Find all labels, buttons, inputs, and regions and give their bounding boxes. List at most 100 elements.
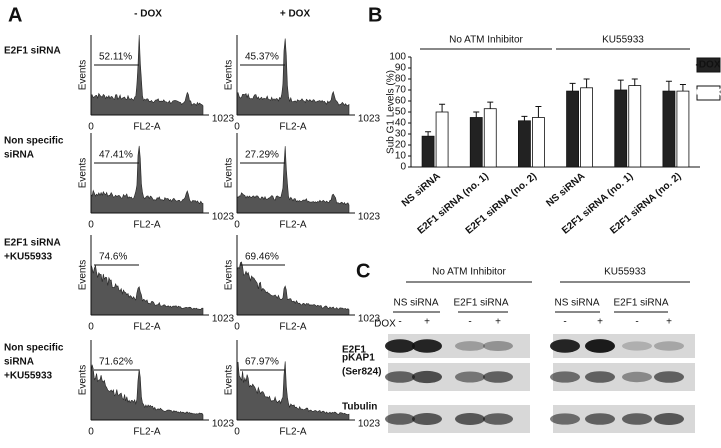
band [385, 413, 415, 425]
gate-percent: 69.46% [245, 252, 279, 263]
bar [628, 85, 642, 168]
bar [580, 87, 593, 168]
error-bar [439, 103, 446, 112]
band [385, 371, 415, 383]
gate-percent: 27.29% [245, 150, 279, 161]
y-tick-label: 20 [395, 140, 407, 151]
lane-label: NS siRNA [393, 298, 438, 309]
y-tick-label: 40 [395, 118, 407, 129]
band [483, 413, 513, 425]
axis-label: Events [78, 158, 89, 189]
band [550, 339, 580, 353]
row-label: Non specific [4, 136, 64, 147]
dox-sign: + [666, 317, 672, 328]
blot-label: E2F1 [342, 345, 366, 356]
band [585, 413, 615, 425]
band [455, 371, 485, 383]
tick-label: 0 [88, 322, 94, 333]
legend-swatch [696, 85, 721, 101]
bar [676, 90, 690, 168]
axis-label: FL2-A [279, 220, 307, 231]
lane-label: E2F1 siRNA [613, 298, 668, 309]
tick-label: 1023 [212, 314, 235, 325]
row-label: siRNA [4, 357, 34, 368]
y-tick-label: 90 [395, 63, 407, 74]
error-bar [665, 80, 672, 92]
y-tick-label: 0 [400, 162, 406, 173]
dox-sign: - [635, 317, 638, 328]
bar [518, 120, 531, 168]
dox-sign: + [424, 317, 430, 328]
band [412, 339, 442, 353]
dox-label: DOX [374, 319, 396, 330]
histogram [236, 38, 350, 116]
band [550, 371, 580, 383]
histogram [236, 361, 350, 421]
tick-label: 0 [234, 122, 240, 133]
tick-label: 1023 [212, 114, 235, 125]
error-bar [473, 111, 480, 118]
axis-label: Events [78, 260, 89, 291]
dox-sign: + [495, 317, 501, 328]
lane-label: NS siRNA [554, 298, 599, 309]
axis-label: Events [224, 365, 235, 396]
axis-label: FL2-A [133, 220, 161, 231]
dox-sign: - [468, 317, 471, 328]
error-bar [487, 101, 494, 109]
tick-label: 0 [234, 427, 240, 438]
legend-swatch [696, 57, 721, 73]
histogram [90, 364, 204, 421]
axis-label: FL2-A [133, 427, 161, 438]
histogram [236, 261, 350, 316]
error-bar [425, 131, 432, 137]
row-label: +KU55933 [4, 371, 53, 382]
blot-label: pKAP1 [342, 353, 375, 364]
bar [483, 108, 497, 168]
tick-label: 1023 [358, 114, 381, 125]
axis-label: Events [224, 158, 235, 189]
bar [421, 135, 435, 168]
y-tick-label: 50 [395, 107, 407, 118]
histogram [90, 34, 204, 116]
band [483, 371, 513, 383]
y-tick-label: 80 [395, 74, 407, 85]
group-label: KU55933 [602, 35, 644, 46]
dox-sign: - [398, 317, 401, 328]
histogram [90, 264, 204, 316]
band [455, 341, 485, 351]
tick-label: 0 [234, 220, 240, 231]
column-label: + DOX [280, 9, 311, 20]
gate-percent: 74.6% [99, 252, 127, 263]
axis-label: FL2-A [279, 427, 307, 438]
y-tick-label: 60 [395, 96, 407, 107]
blot-label: (Ser824) [342, 367, 381, 378]
bar [532, 117, 545, 168]
gate-percent: 71.62% [99, 357, 133, 368]
bar [662, 90, 676, 168]
dox-sign: + [597, 317, 603, 328]
tick-label: 0 [88, 427, 94, 438]
error-bar [679, 84, 686, 92]
blot-label: Tubulin [342, 402, 377, 413]
axis-label: Events [224, 260, 235, 291]
group-label: No ATM Inhibitor [432, 267, 506, 278]
band [654, 413, 684, 425]
axis-label: Events [224, 60, 235, 91]
axis-label: Events [78, 60, 89, 91]
error-bar [631, 78, 638, 86]
band [622, 413, 652, 425]
panel-label: A [8, 4, 22, 26]
error-bar [583, 78, 590, 88]
legend-label: -DOX [696, 60, 721, 71]
band [585, 339, 615, 353]
axis-label: FL2-A [133, 122, 161, 133]
x-tick-label: NS siRNA [400, 171, 443, 209]
x-tick-label: NS siRNA [544, 171, 587, 209]
band [585, 371, 615, 383]
tick-label: 1023 [212, 419, 235, 430]
tick-label: 0 [88, 220, 94, 231]
axis-label: FL2-A [133, 322, 161, 333]
error-bar [617, 79, 624, 90]
tick-label: 1023 [358, 212, 381, 223]
